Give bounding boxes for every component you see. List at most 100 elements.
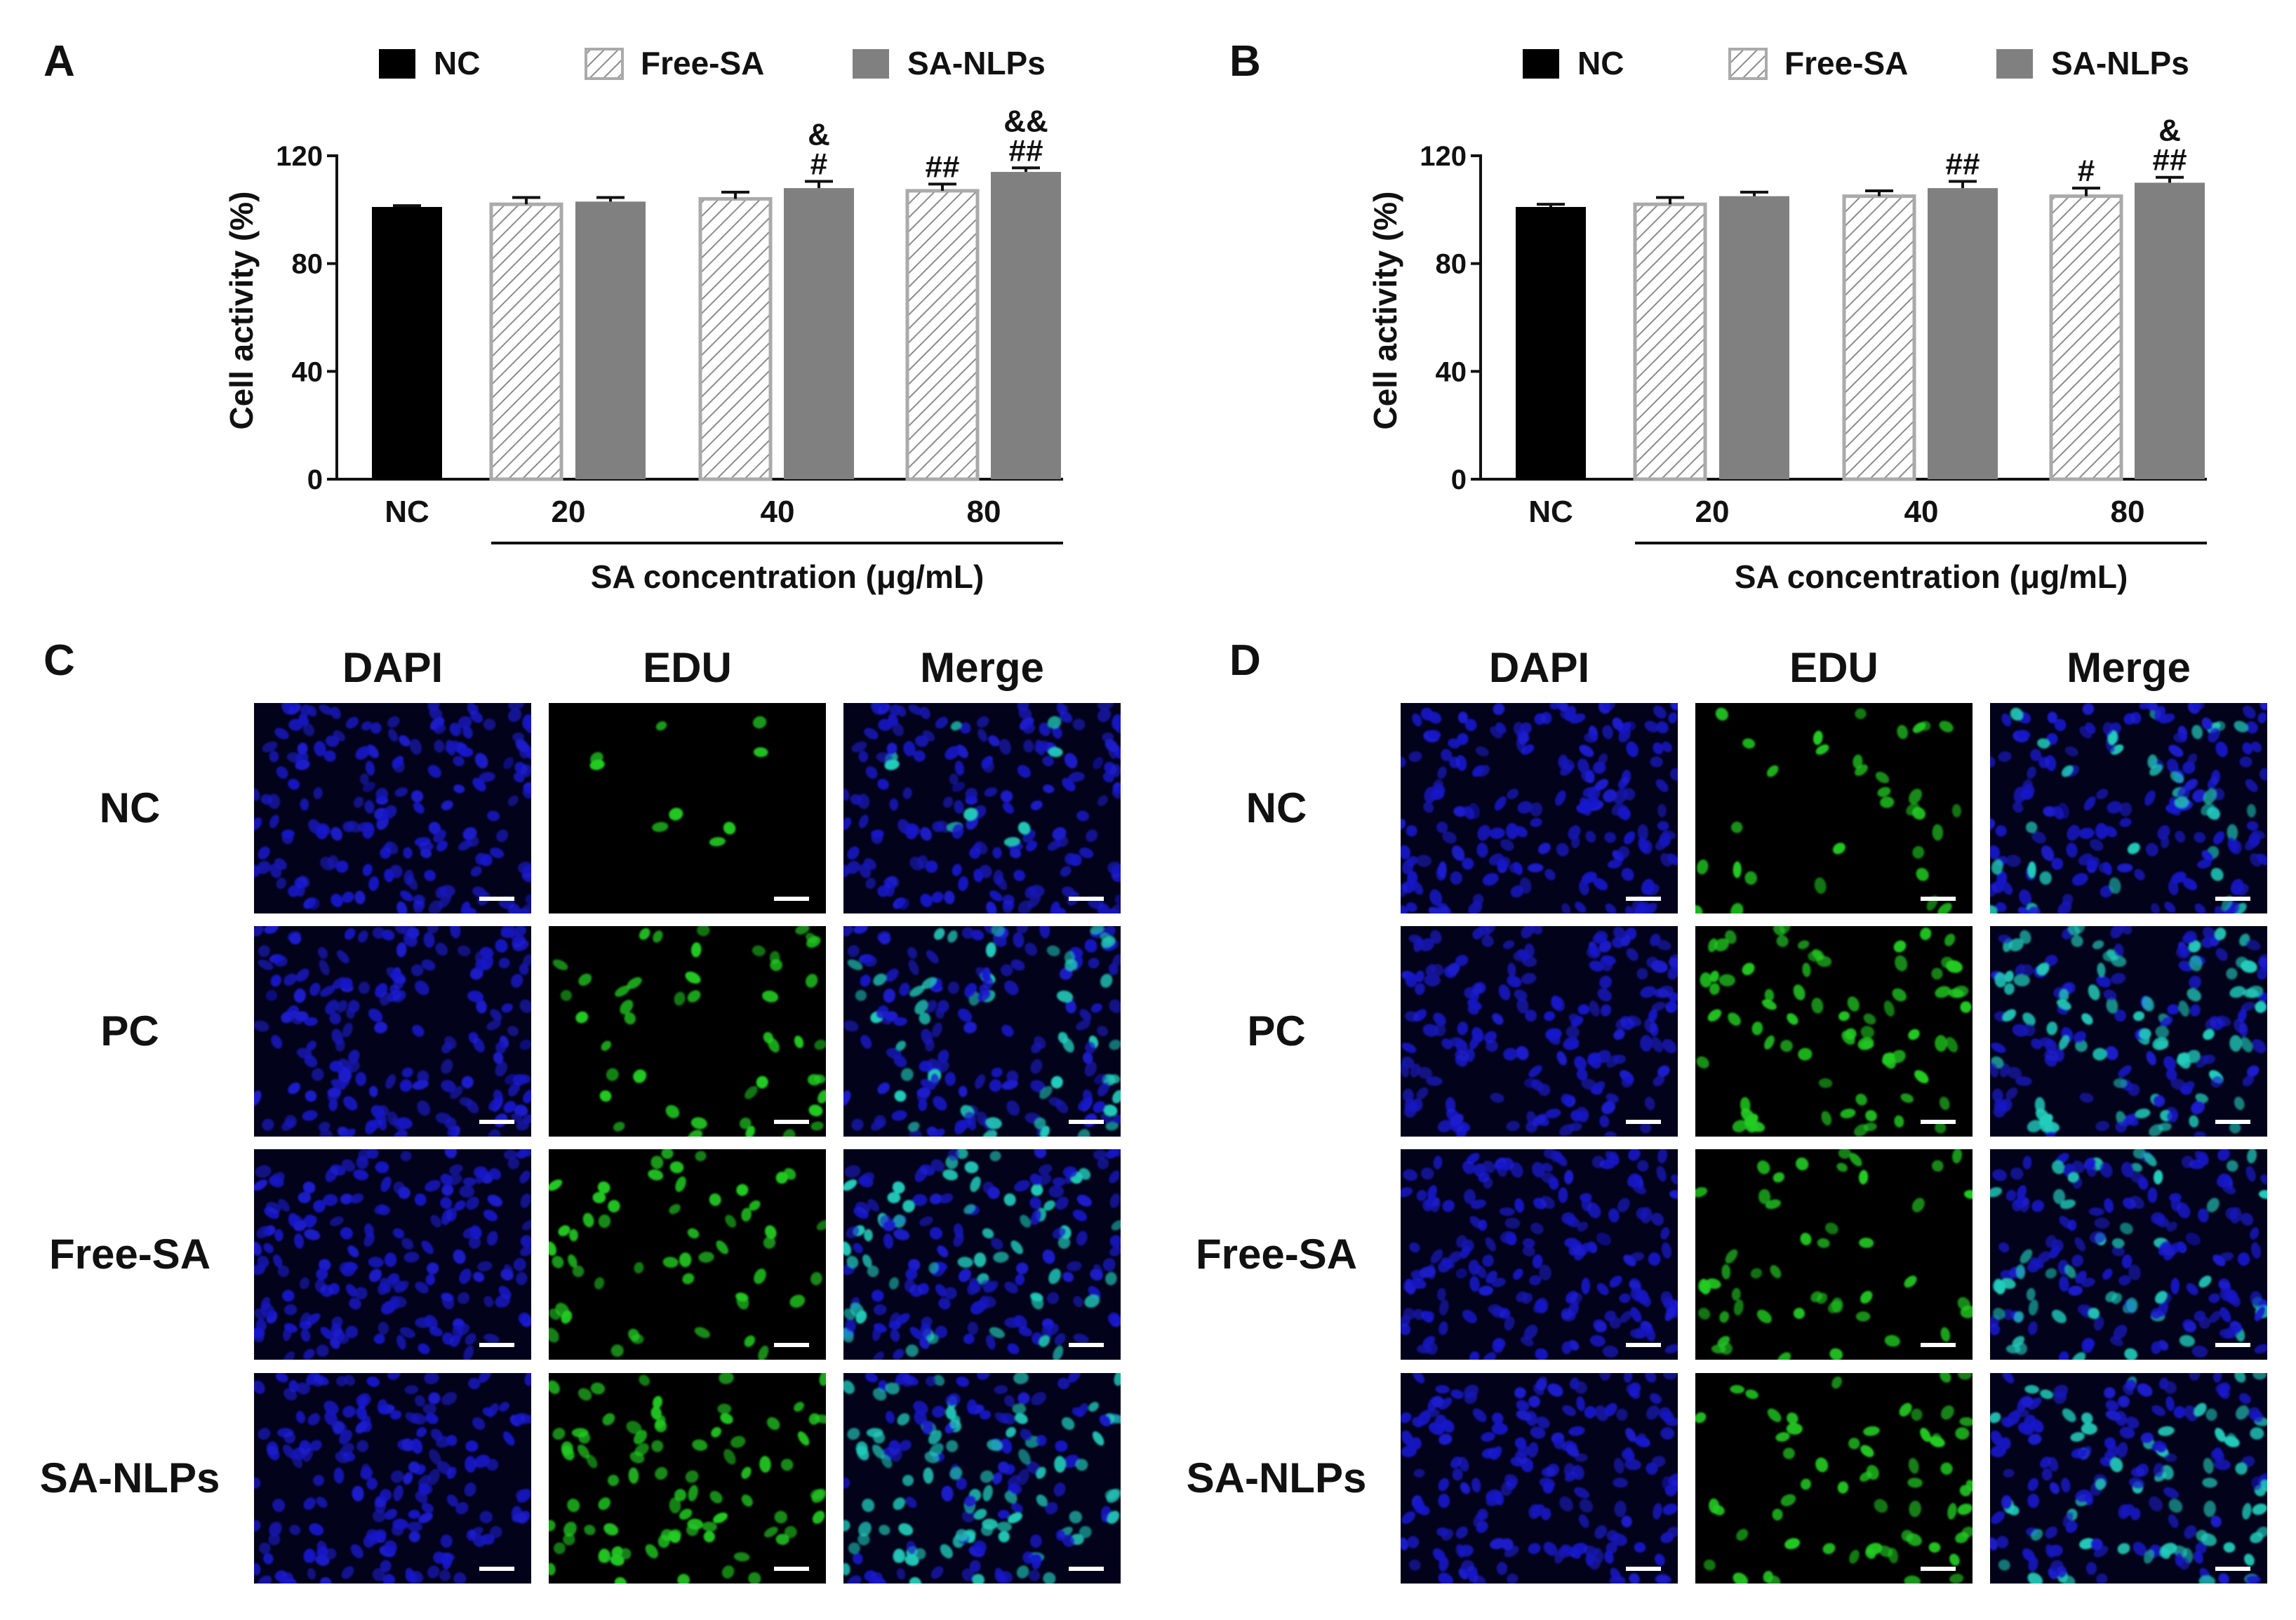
scale-bar: [1921, 897, 1956, 901]
nuclei: [1401, 926, 1678, 1137]
x-category-label: 20: [552, 495, 586, 529]
bar-sa-nlps-20: [1719, 196, 1789, 479]
micrograph-merge-pc: [843, 926, 1121, 1137]
column-header-dapi: DAPI: [342, 644, 443, 691]
nuclei: [552, 926, 826, 1137]
bar-nc-NC: [1516, 206, 1586, 479]
scale-bar: [1069, 1120, 1104, 1124]
micrograph-background: [1695, 926, 1973, 1137]
nuclei: [549, 1373, 826, 1584]
y-axis-title: Cell activity (%): [223, 192, 260, 430]
scale-bar: [479, 1567, 514, 1571]
row-header-sa-nlps: SA-NLPs: [1187, 1454, 1367, 1501]
scale-bar: [2215, 1567, 2250, 1571]
panel-letter-a: A: [44, 37, 75, 86]
column-header-merge: Merge: [2067, 644, 2191, 691]
nuclei: [843, 703, 1121, 913]
nuclei: [254, 1373, 531, 1584]
x-category-label: 80: [2111, 495, 2145, 529]
nuclei: [843, 926, 1121, 1137]
scale-bar: [1069, 897, 1104, 901]
scale-bar: [2215, 897, 2250, 901]
micrograph-dapi-nc: [254, 703, 531, 913]
scale-bar: [774, 1343, 809, 1347]
micrograph-edu-nc: [1695, 703, 1973, 913]
legend-a: NC Free-SA SA-NLPs: [379, 45, 1046, 81]
micrograph-edu-free-sa: [1695, 1149, 1973, 1360]
scale-bar: [1626, 1567, 1661, 1571]
x-category-label: 20: [1695, 495, 1730, 529]
micrograph-merge-sa-nlps: [1990, 1373, 2267, 1584]
significance-mark: &: [2158, 114, 2181, 148]
row-header-sa-nlps: SA-NLPs: [40, 1454, 220, 1501]
x-category-label: NC: [1528, 495, 1573, 529]
micrograph-edu-pc: [549, 926, 826, 1137]
micrograph-background: [1695, 703, 1973, 913]
nuclei: [1990, 926, 2267, 1137]
bar-sa-nlps-20: [575, 201, 646, 479]
chart-a: A NC Free-SA SA-NLPs 0 40 80 120 Cell activity…: [44, 37, 1063, 595]
panel-letter-b: B: [1229, 37, 1261, 86]
scale-bar: [2215, 1343, 2250, 1347]
scale-bar: [479, 897, 514, 901]
scale-bar: [1921, 1120, 1956, 1124]
legend-label-sa-nlps: SA-NLPs: [2051, 45, 2189, 81]
micrograph-background: [549, 703, 826, 913]
bar-nc-NC: [372, 206, 442, 479]
y-tick-label: 40: [292, 356, 323, 387]
significance-mark: #: [2078, 154, 2095, 188]
significance-mark: #: [810, 147, 827, 181]
column-header-edu: EDU: [643, 644, 732, 691]
legend-label-nc: NC: [1577, 45, 1624, 81]
micrograph-dapi-free-sa: [254, 1149, 531, 1360]
legend-swatch-sa-nlps: [1996, 49, 2033, 79]
scale-bar: [1069, 1567, 1104, 1571]
nuclei: [1695, 1149, 1973, 1360]
x-category-label: NC: [385, 495, 429, 529]
scale-bar: [1921, 1343, 1956, 1347]
nuclei: [1990, 1149, 2267, 1360]
y-tick-label: 0: [1451, 464, 1467, 495]
y-tick-label: 0: [307, 464, 323, 495]
nuclei: [843, 1373, 1121, 1584]
x-category-label: 80: [967, 495, 1001, 529]
legend-b: NC Free-SA SA-NLPs: [1523, 45, 2189, 81]
bar-free-sa-40: [1842, 194, 1916, 481]
nuclei: [1401, 703, 1678, 913]
micrograph-dapi-sa-nlps: [1401, 1373, 1678, 1584]
bar-free-sa-40: [698, 196, 773, 481]
nuclei: [1990, 703, 2267, 913]
scale-bar: [479, 1120, 514, 1124]
legend-swatch-free-sa: [585, 48, 624, 80]
significance-mark: ##: [1946, 147, 1980, 181]
bar-sa-nlps-80: [2135, 182, 2205, 479]
row-header-nc: NC: [1246, 784, 1307, 831]
nuclei: [254, 703, 531, 913]
legend-label-sa-nlps: SA-NLPs: [907, 45, 1046, 81]
scale-bar: [1921, 1567, 1956, 1571]
column-header-dapi: DAPI: [1489, 644, 1589, 691]
scale-bar: [1626, 897, 1661, 901]
nuclei: [1695, 1373, 1973, 1584]
micrograph-background: [1695, 1149, 1973, 1360]
y-tick-label: 40: [1436, 356, 1467, 387]
micrograph-edu-pc: [1695, 926, 1973, 1137]
scale-bar: [1626, 1120, 1661, 1124]
legend-swatch-free-sa: [1728, 48, 1768, 80]
micrograph-merge-nc: [843, 703, 1121, 913]
x-axis-title: SA concentration (μg/mL): [591, 558, 985, 595]
y-axis-title: Cell activity (%): [1367, 192, 1403, 430]
micrograph-edu-free-sa: [549, 1149, 826, 1360]
micrograph-edu-sa-nlps: [1695, 1373, 1973, 1584]
significance-mark: &&: [1003, 104, 1048, 138]
nuclei: [549, 1149, 826, 1360]
micrograph-dapi-nc: [1401, 703, 1678, 913]
significance-mark: ##: [1009, 133, 1043, 168]
legend-swatch-nc: [379, 49, 415, 79]
scale-bar: [2215, 1120, 2250, 1124]
panel-letter-c: C: [44, 636, 75, 685]
scale-bar: [774, 1567, 809, 1571]
